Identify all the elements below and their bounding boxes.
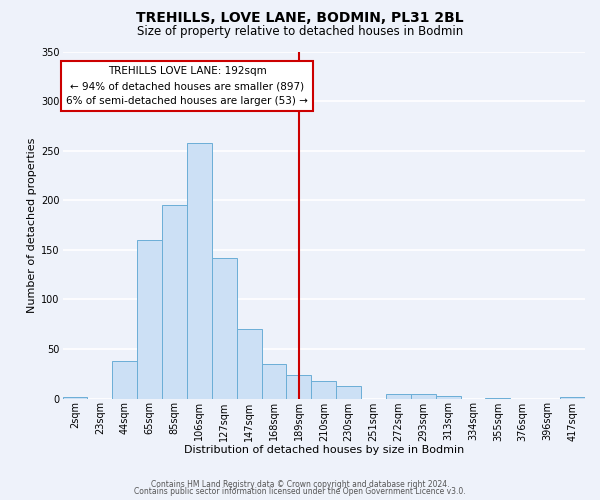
Bar: [311, 380, 336, 398]
Text: TREHILLS LOVE LANE: 192sqm
← 94% of detached houses are smaller (897)
6% of semi: TREHILLS LOVE LANE: 192sqm ← 94% of deta…: [66, 66, 308, 106]
Bar: [386, 394, 411, 398]
Bar: [262, 364, 286, 398]
Bar: [112, 361, 137, 399]
Text: Contains public sector information licensed under the Open Government Licence v3: Contains public sector information licen…: [134, 487, 466, 496]
Bar: [336, 386, 361, 398]
Bar: [411, 394, 436, 398]
Bar: [137, 240, 162, 398]
Y-axis label: Number of detached properties: Number of detached properties: [27, 138, 37, 312]
Text: TREHILLS, LOVE LANE, BODMIN, PL31 2BL: TREHILLS, LOVE LANE, BODMIN, PL31 2BL: [136, 11, 464, 25]
X-axis label: Distribution of detached houses by size in Bodmin: Distribution of detached houses by size …: [184, 445, 464, 455]
Bar: [62, 396, 88, 398]
Bar: [212, 258, 237, 398]
Bar: [286, 375, 311, 398]
Text: Size of property relative to detached houses in Bodmin: Size of property relative to detached ho…: [137, 25, 463, 38]
Bar: [187, 142, 212, 398]
Bar: [237, 329, 262, 398]
Text: Contains HM Land Registry data © Crown copyright and database right 2024.: Contains HM Land Registry data © Crown c…: [151, 480, 449, 489]
Bar: [560, 396, 585, 398]
Bar: [162, 205, 187, 398]
Bar: [436, 396, 461, 398]
